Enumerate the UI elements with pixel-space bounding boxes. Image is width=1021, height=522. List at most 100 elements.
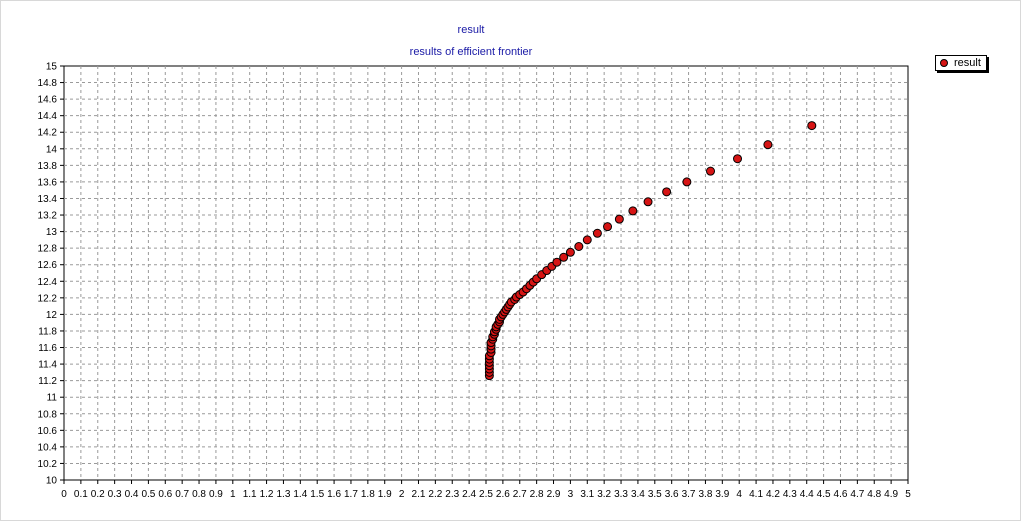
x-tick-label: 3: [568, 489, 574, 500]
x-tick-label: 1.9: [378, 489, 392, 500]
x-tick-label: 4.9: [884, 489, 898, 500]
y-tick-label: 11.8: [38, 326, 57, 337]
x-tick-label: 2: [399, 489, 405, 500]
x-tick-label: 4: [736, 489, 742, 500]
y-tick-label: 10.2: [38, 459, 58, 470]
data-point: [643, 197, 653, 207]
x-tick-label: 0.6: [158, 489, 172, 500]
x-tick-label: 0.9: [209, 489, 223, 500]
x-tick-label: 3.1: [580, 489, 594, 500]
y-tick-label: 14.4: [38, 111, 58, 122]
y-tick-label: 13.8: [38, 161, 58, 172]
data-point: [628, 206, 638, 216]
x-tick-label: 1.2: [260, 489, 274, 500]
x-tick-label: 0.2: [91, 489, 105, 500]
data-point: [733, 154, 743, 164]
x-tick-label: 1.7: [344, 489, 358, 500]
y-tick-label: 11: [47, 393, 58, 404]
y-tick-label: 10.8: [38, 409, 58, 420]
x-tick-label: 4.6: [834, 489, 848, 500]
data-point: [807, 121, 817, 131]
data-point: [592, 228, 602, 238]
x-tick-label: 4.3: [783, 489, 797, 500]
x-tick-label: 1.1: [243, 489, 257, 500]
data-point: [582, 235, 592, 245]
y-tick-label: 14.6: [38, 95, 58, 106]
x-tick-label: 2.3: [445, 489, 459, 500]
y-tick-label: 15: [46, 62, 58, 73]
y-tick-label: 12.2: [38, 293, 58, 304]
x-tick-label: 4.4: [800, 489, 814, 500]
y-tick-label: 12.6: [38, 260, 58, 271]
data-point: [603, 222, 613, 232]
y-tick-label: 12.4: [38, 277, 58, 288]
y-tick-label: 12.8: [38, 244, 58, 255]
x-axis-tick-labels: 0 0.1 0.2 0.3 0.4 0.5 0.6 0.7 0.8 0.9 1 1.1 1.2 1.3 1.…: [61, 489, 911, 500]
data-point: [565, 247, 575, 257]
x-tick-label: 0: [61, 489, 67, 500]
legend-label: result: [954, 57, 981, 69]
x-tick-label: 3.7: [682, 489, 696, 500]
y-tick-label: 13.6: [38, 177, 58, 188]
data-point: [682, 177, 692, 187]
y-tick-label: 11.2: [38, 376, 57, 387]
y-tick-label: 11.6: [38, 343, 57, 354]
y-tick-label: 10: [46, 476, 58, 487]
y-tick-label: 14: [46, 144, 58, 155]
y-tick-label: 11.4: [38, 360, 57, 371]
y-tick-label: 13.2: [38, 211, 58, 222]
x-tick-label: 2.9: [547, 489, 561, 500]
chart-title: result: [457, 24, 485, 36]
data-point: [706, 166, 716, 176]
x-tick-label: 0.8: [192, 489, 206, 500]
x-tick-label: 1.6: [327, 489, 341, 500]
y-tick-label: 10.6: [38, 426, 58, 437]
x-tick-label: 4.1: [749, 489, 763, 500]
x-tick-label: 1.8: [361, 489, 375, 500]
y-tick-label: 14.8: [38, 78, 58, 89]
data-point: [763, 140, 773, 150]
x-tick-label: 3.6: [665, 489, 679, 500]
x-tick-label: 1.4: [293, 489, 307, 500]
x-tick-label: 0.4: [125, 489, 139, 500]
x-tick-label: 0.1: [74, 489, 88, 500]
y-tick-label: 13.4: [38, 194, 58, 205]
x-tick-label: 1.3: [276, 489, 290, 500]
data-point: [552, 257, 562, 267]
y-tick-label: 13: [46, 227, 58, 238]
x-tick-label: 3.8: [698, 489, 712, 500]
y-axis-tick-labels: 10 10.2 10.4 10.6 10.8 11 11.2 11.4 11.6 11.8 12 12…: [38, 62, 58, 487]
x-tick-label: 4.7: [850, 489, 864, 500]
data-point: [614, 214, 624, 224]
chart-subtitle: results of efficient frontier: [409, 46, 533, 58]
x-tick-label: 4.5: [817, 489, 831, 500]
data-point: [559, 252, 569, 262]
x-tick-label: 0.3: [108, 489, 122, 500]
x-tick-label: 2.6: [496, 489, 510, 500]
x-tick-label: 0.5: [141, 489, 155, 500]
x-tick-label: 1: [230, 489, 236, 500]
y-tick-label: 12: [46, 310, 58, 321]
x-tick-label: 3.3: [614, 489, 628, 500]
x-tick-label: 3.5: [648, 489, 662, 500]
x-tick-label: 4.2: [766, 489, 780, 500]
y-tick-label: 14.2: [38, 128, 58, 139]
x-tick-label: 2.4: [462, 489, 476, 500]
axis-ticks: [60, 65, 909, 484]
x-tick-label: 2.1: [412, 489, 426, 500]
x-tick-label: 4.8: [867, 489, 881, 500]
x-tick-label: 1.5: [310, 489, 324, 500]
x-tick-label: 2.2: [428, 489, 442, 500]
x-tick-label: 2.7: [513, 489, 527, 500]
legend-marker: [940, 59, 948, 67]
data-point: [574, 242, 584, 252]
x-tick-label: 2.5: [479, 489, 493, 500]
x-tick-label: 3.9: [715, 489, 729, 500]
x-tick-label: 3.4: [631, 489, 645, 500]
x-tick-label: 3.2: [597, 489, 611, 500]
x-tick-label: 2.8: [530, 489, 544, 500]
x-tick-label: 0.7: [175, 489, 189, 500]
x-tick-label: 5: [905, 489, 911, 500]
